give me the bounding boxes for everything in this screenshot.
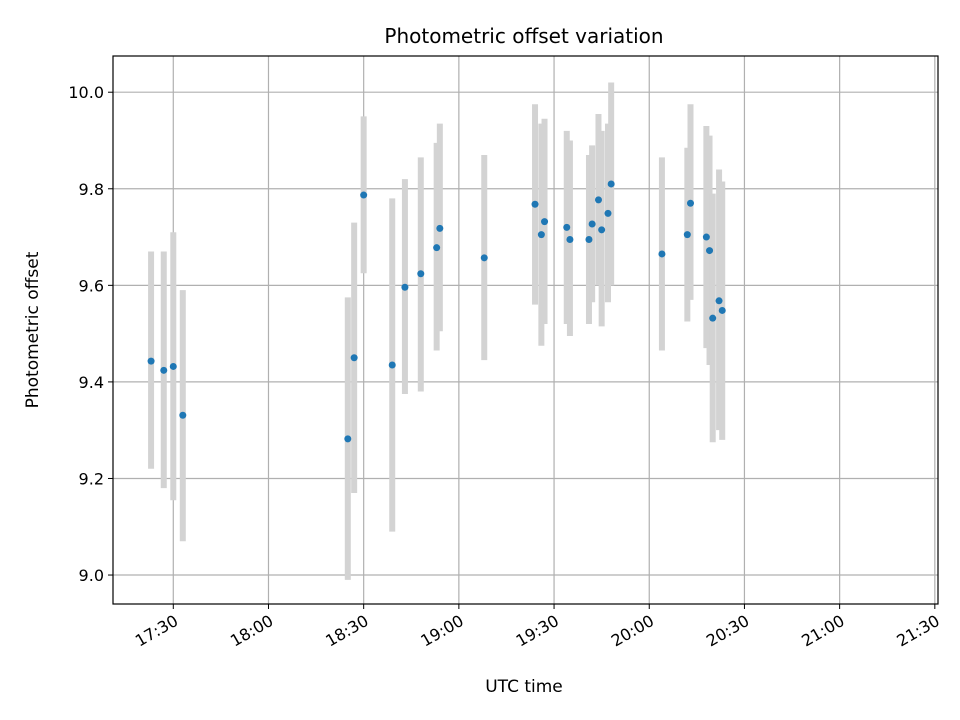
grid-layer bbox=[113, 56, 938, 604]
y-tick-label: 9.8 bbox=[79, 180, 104, 199]
data-point bbox=[531, 200, 539, 208]
x-tick-label: 18:30 bbox=[322, 611, 371, 651]
y-tick-label: 9.6 bbox=[79, 276, 104, 295]
data-point bbox=[436, 224, 444, 232]
chart-title: Photometric offset variation bbox=[384, 24, 663, 48]
data-point bbox=[683, 231, 691, 239]
x-tick-label: 21:00 bbox=[798, 611, 847, 651]
data-point bbox=[160, 366, 168, 374]
data-point bbox=[480, 254, 488, 262]
x-tick-label: 17:30 bbox=[132, 611, 181, 651]
x-tick-label: 21:30 bbox=[893, 611, 942, 651]
marker-layer bbox=[147, 180, 726, 443]
data-point bbox=[607, 180, 615, 188]
data-point bbox=[588, 220, 596, 228]
data-point bbox=[388, 361, 396, 369]
tick-layer: 17:30 18:00 18:30 19:00 19:30 20:00 20:30 21:00… bbox=[68, 83, 942, 650]
data-point bbox=[658, 250, 666, 258]
y-tick-label: 10.0 bbox=[68, 83, 104, 102]
x-tick-label: 19:00 bbox=[417, 611, 466, 651]
y-tick-label: 9.0 bbox=[79, 566, 104, 585]
data-point bbox=[563, 223, 571, 231]
data-point bbox=[687, 199, 694, 207]
y-axis-title: Photometric offset bbox=[23, 251, 43, 408]
data-point bbox=[401, 283, 409, 291]
data-point bbox=[594, 196, 602, 204]
x-tick-label: 18:00 bbox=[227, 611, 276, 651]
data-point bbox=[350, 354, 358, 362]
data-point bbox=[585, 235, 593, 243]
data-point bbox=[147, 357, 155, 365]
y-tick-label: 9.2 bbox=[79, 469, 104, 488]
errorbar-layer bbox=[148, 82, 726, 580]
y-tick-label: 9.4 bbox=[79, 373, 104, 392]
x-axis-title: UTC time bbox=[485, 677, 563, 697]
x-tick-label: 19:30 bbox=[513, 611, 562, 651]
data-point bbox=[706, 247, 714, 255]
data-point bbox=[566, 235, 574, 243]
data-point bbox=[537, 231, 545, 239]
data-point bbox=[718, 306, 726, 314]
plot-frame bbox=[112, 55, 939, 605]
data-point bbox=[169, 362, 177, 370]
data-point bbox=[433, 244, 441, 252]
data-point bbox=[598, 226, 606, 234]
data-point bbox=[344, 435, 352, 443]
data-point bbox=[417, 270, 425, 278]
data-point bbox=[179, 411, 187, 419]
x-tick-label: 20:30 bbox=[703, 611, 752, 651]
data-point bbox=[702, 233, 710, 241]
data-point bbox=[604, 209, 612, 217]
data-point bbox=[541, 218, 549, 226]
x-tick-label: 20:00 bbox=[608, 611, 657, 651]
data-point bbox=[709, 314, 717, 322]
data-point bbox=[715, 297, 723, 305]
data-point bbox=[360, 191, 368, 199]
